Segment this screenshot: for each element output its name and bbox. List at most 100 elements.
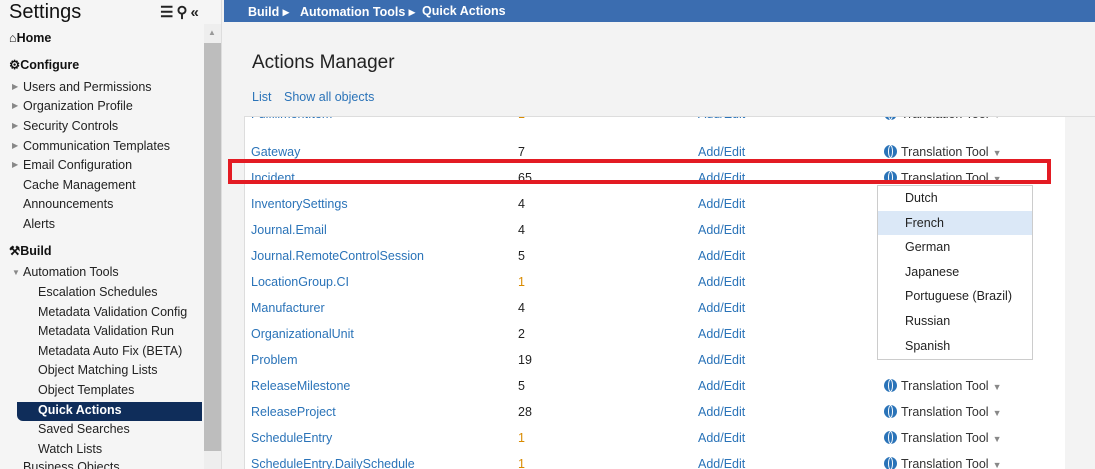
dropdown-option[interactable]: German (905, 240, 951, 255)
add-edit-link[interactable]: Add/Edit (698, 353, 746, 367)
add-edit-link[interactable]: Add/Edit (698, 249, 746, 263)
count: 4 (518, 301, 525, 315)
table-row: ReleaseProject 28 Add/Edit Translation Tool… (245, 401, 1065, 427)
collapse-icon[interactable]: « (190, 4, 202, 21)
add-edit-link[interactable]: Add/Edit (698, 457, 746, 469)
sidebar-item[interactable]: Escalation Schedules (38, 285, 158, 299)
sidebar-home[interactable]: ⌂Home (9, 31, 51, 45)
dropdown-option[interactable]: Russian (905, 313, 951, 328)
translation-tool-menu[interactable]: Translation Tool▼ (884, 379, 1001, 393)
dropdown-option[interactable]: French (878, 210, 1032, 236)
sidebar-item[interactable]: Alerts (23, 217, 55, 231)
sidebar-item[interactable]: Security Controls (23, 119, 119, 133)
build-label: Build (20, 244, 52, 258)
caret-down-icon: ▼ (992, 408, 1002, 418)
dropdown-option[interactable]: Japanese (905, 264, 960, 279)
table-row: LocationGroup.CI 1 Add/Edit (245, 271, 1065, 297)
hammer-icon: ⚒ (9, 244, 21, 258)
expanded-triangle-icon: ▼ (12, 268, 20, 277)
object-name-link[interactable]: LocationGroup.CI (251, 275, 349, 289)
add-edit-link[interactable]: Add/Edit (698, 379, 746, 393)
sidebar-build[interactable]: ⚒Build (9, 243, 51, 258)
dropdown-option[interactable]: Dutch (905, 191, 938, 205)
translation-tool-menu[interactable]: Translation Tool▼ (884, 431, 1001, 445)
sidebar-automation-tools[interactable]: Automation Tools (23, 265, 119, 279)
add-edit-link[interactable]: Add/Edit (698, 431, 746, 445)
translation-tool-menu[interactable]: Translation Tool▼ (884, 145, 1001, 159)
sidebar-item[interactable]: Users and Permissions (23, 80, 152, 94)
object-name-link[interactable]: Gateway (251, 145, 301, 159)
sidebar-item[interactable]: Object Templates (38, 383, 135, 397)
add-edit-link[interactable]: Add/Edit (698, 197, 746, 211)
page-title: Actions Manager (252, 52, 395, 73)
object-name-link[interactable]: ReleaseProject (251, 405, 336, 419)
breadcrumb-automation-tools[interactable]: Automation Tools ▸ (300, 5, 416, 19)
dropdown-option[interactable]: Portuguese (Brazil) (905, 289, 1012, 304)
add-edit-link[interactable]: Add/Edit (698, 223, 746, 237)
caret-down-icon: ▼ (992, 148, 1002, 158)
sidebar-item[interactable]: Organization Profile (23, 99, 133, 113)
scroll-up-icon[interactable]: ▲ (208, 28, 216, 37)
add-edit-link[interactable]: Add/Edit (698, 327, 746, 341)
list-link[interactable]: List (252, 90, 272, 104)
configure-label: Configure (20, 58, 80, 72)
breadcrumb-build[interactable]: Build ▸ (248, 5, 289, 19)
sidebar: Settings ☰⚲« ⌂Home ⚙Configure ⚒Build ▼ A… (0, 0, 222, 469)
home-label: Home (16, 31, 52, 45)
caret-down-icon: ▼ (992, 382, 1002, 392)
add-edit-link[interactable]: Add/Edit (698, 145, 746, 159)
globe-icon (884, 379, 897, 392)
object-name-link[interactable]: Journal.RemoteControlSession (251, 249, 425, 263)
sidebar-item[interactable]: Metadata Auto Fix (BETA) (38, 343, 183, 358)
sidebar-configure[interactable]: ⚙Configure (9, 57, 79, 72)
sidebar-item[interactable]: Email Configuration (23, 158, 133, 172)
breadcrumb-quick-actions[interactable]: Quick Actions (422, 4, 506, 18)
sidebar-item[interactable]: Saved Searches (38, 422, 130, 437)
translation-tool-menu[interactable]: Translation Tool▼ (884, 457, 1001, 469)
translation-tool-label: Translation Tool (901, 145, 989, 159)
sidebar-item[interactable]: Metadata Validation Config (38, 304, 188, 319)
globe-icon (884, 145, 897, 158)
object-name-link[interactable]: InventorySettings (251, 197, 348, 211)
object-name-link[interactable]: Manufacturer (251, 301, 325, 315)
sidebar-item[interactable]: Object Matching Lists (38, 363, 158, 378)
table-row: ReleaseMilestone 5 Add/Edit Translation Too… (245, 375, 1065, 401)
add-edit-link[interactable]: Add/Edit (698, 405, 746, 419)
collapsed-triangle-icon: ▶ (12, 82, 19, 91)
table-row: OrganizationalUnit 2 Add/Edit (245, 323, 1065, 349)
sidebar-item[interactable]: Announcements (23, 197, 114, 211)
search-icon[interactable]: ⚲ (176, 4, 191, 21)
sidebar-item[interactable]: Communication Templates (23, 139, 171, 153)
sidebar-item[interactable]: Watch Lists (38, 441, 103, 456)
translation-tool-label: Translation Tool (901, 457, 989, 469)
show-all-objects-link[interactable]: Show all objects (284, 90, 375, 104)
count: 1 (518, 275, 525, 289)
add-edit-link[interactable]: Add/Edit (698, 275, 746, 289)
add-edit-link[interactable]: Add/Edit (698, 301, 746, 315)
object-name-link[interactable]: ScheduleEntry (251, 431, 333, 445)
collapsed-triangle-icon: ▶ (12, 121, 19, 130)
sidebar-business-objects[interactable]: Business Objects (23, 460, 120, 469)
sidebar-item[interactable]: Metadata Validation Run (38, 324, 174, 339)
scrollbar-thumb[interactable] (204, 43, 221, 451)
filter-list-icon[interactable]: ☰ (160, 4, 177, 21)
object-name-link[interactable]: Journal.Email (251, 223, 327, 237)
collapsed-triangle-icon: ▶ (12, 160, 19, 169)
count: 7 (518, 145, 525, 159)
globe-icon (884, 431, 897, 444)
sidebar-item-selected[interactable]: Quick Actions (38, 402, 122, 417)
translation-tool-menu[interactable]: Translation Tool▼ (884, 405, 1001, 419)
selected-highlight (17, 402, 202, 421)
dropdown-option[interactable]: Spanish (905, 338, 951, 353)
globe-icon (884, 405, 897, 418)
table-row: Journal.RemoteControlSession 5 Add/Edit (245, 245, 1065, 271)
sidebar-item[interactable]: Cache Management (23, 178, 136, 192)
table-row: InventorySettings 4 Add/Edit (245, 193, 1065, 219)
caret-down-icon: ▼ (992, 460, 1002, 469)
object-name-link[interactable]: Problem (251, 353, 298, 367)
object-name-link[interactable]: OrganizationalUnit (251, 327, 354, 341)
object-name-link[interactable]: ScheduleEntry.DailySchedule (251, 457, 415, 469)
table-top-border (244, 112, 1095, 117)
object-name-link[interactable]: ReleaseMilestone (251, 379, 351, 393)
table-row: Problem 19 Add/Edit (245, 349, 1065, 375)
